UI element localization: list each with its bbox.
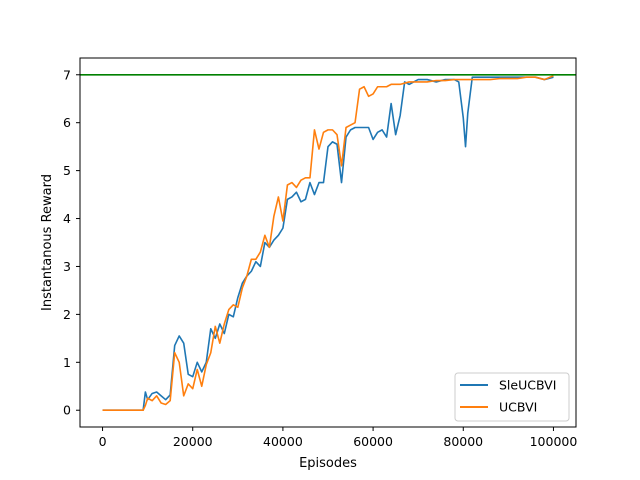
y-tick-label: 0: [63, 403, 71, 418]
x-tick-label: 80000: [443, 434, 483, 449]
plot-area-frame: [79, 57, 577, 428]
legend-label-sleucbvi: SleUCBVI: [499, 378, 556, 393]
series-line-ucbvi: [102, 74, 554, 412]
y-tick-label: 4: [63, 211, 71, 226]
y-tick-label: 3: [63, 259, 71, 274]
series-layer: [80, 73, 576, 412]
x-tick-label: 40000: [263, 434, 303, 449]
series-line-sleucbvi: [102, 76, 554, 412]
y-tick-label: 2: [63, 307, 71, 322]
x-tick-label: 60000: [353, 434, 393, 449]
y-axis-label: Instantanous Reward: [40, 174, 55, 311]
x-tick-label: 20000: [173, 434, 213, 449]
x-axis: 0 20000 40000 60000 80000 100000: [99, 427, 578, 449]
y-axis: 0 1 2 3 4 5 6 7: [63, 67, 80, 418]
legend-label-ucbvi: UCBVI: [499, 400, 537, 415]
x-axis-label: Episodes: [299, 456, 357, 471]
x-tick-label: 0: [99, 434, 107, 449]
y-tick-label: 7: [63, 67, 71, 82]
y-tick-label: 1: [63, 355, 71, 370]
x-tick-label: 100000: [530, 434, 578, 449]
legend: SleUCBVI UCBVI: [454, 372, 570, 422]
y-tick-label: 6: [63, 115, 71, 130]
y-tick-label: 5: [63, 163, 71, 178]
